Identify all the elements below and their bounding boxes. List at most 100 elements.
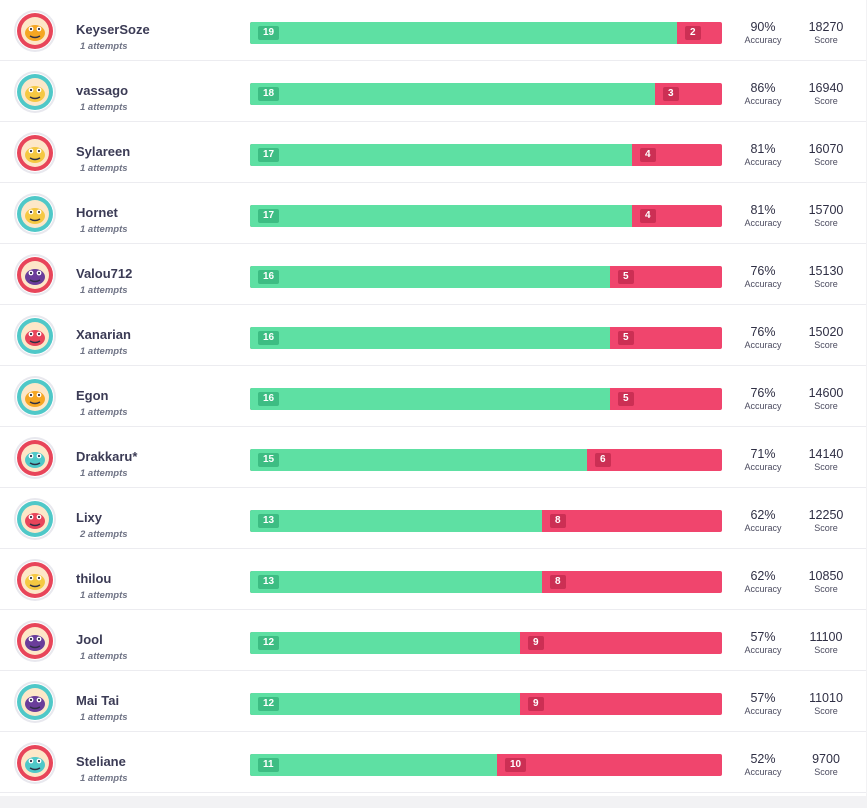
player-name: Lixy [76,510,103,525]
answer-bar: 16 5 [250,266,722,288]
correct-count-badge: 18 [258,87,280,101]
correct-answers-fill [250,22,677,44]
answer-bar: 16 5 [250,327,722,349]
sloth-avatar-icon [16,317,54,355]
leaderboard-row: Lixy 2 attempts 13 8 62% Accuracy 12250 Score [0,488,866,549]
correct-count-badge: 13 [258,575,280,589]
score-stat: 14140 Score [800,447,852,473]
score-stat: 14600 Score [800,386,852,412]
player-name: KeyserSoze [76,22,150,37]
wrong-count-badge: 9 [528,636,544,650]
correct-count-badge: 17 [258,209,280,223]
wrong-count-badge: 8 [550,514,566,528]
answer-bar: 13 8 [250,510,722,532]
player-name: Jool [76,632,103,647]
player-attempts: 1 attempts [80,407,128,418]
correct-count-badge: 16 [258,392,280,406]
score-value: 15700 [808,203,844,217]
accuracy-label: Accuracy [744,340,782,350]
correct-answers-fill [250,571,542,593]
correct-answers-fill [250,510,542,532]
score-label: Score [814,157,838,167]
accuracy-value: 76% [750,325,776,339]
leaderboard-row: thilou 1 attempts 13 8 62% Accuracy 10850 Score [0,549,866,610]
player-attempts: 1 attempts [80,224,128,235]
player-name: Mai Tai [76,693,120,708]
mustache-monster-avatar-icon [16,683,54,721]
leaderboard-row: vassago 1 attempts 18 3 86% Accuracy 16940 Scor… [0,61,866,122]
accuracy-label: Accuracy [744,462,782,472]
wrong-count-badge: 5 [618,331,634,345]
accuracy-value: 86% [750,81,776,95]
leaderboard-row: Valou712 1 attempts 16 5 76% Accuracy 15130 Sco… [0,244,866,305]
score-value: 16940 [808,81,844,95]
score-label: Score [814,523,838,533]
score-stat: 10850 Score [800,569,852,595]
accuracy-label: Accuracy [744,401,782,411]
correct-count-badge: 12 [258,636,280,650]
leaderboard-row: Mai Tai 1 attempts 12 9 57% Accuracy 11010 Scor… [0,671,866,732]
score-value: 10850 [808,569,844,583]
correct-count-badge: 15 [258,453,280,467]
accuracy-value: 52% [750,752,776,766]
accuracy-value: 62% [750,569,776,583]
score-value: 16070 [808,142,844,156]
score-label: Score [814,218,838,228]
player-name: Xanarian [76,327,131,342]
score-label: Score [814,706,838,716]
leaderboard-row: KeyserSoze 1 attempts 19 2 90% Accuracy 18270 S… [0,0,866,61]
accuracy-value: 76% [750,264,776,278]
accuracy-value: 81% [750,142,776,156]
score-label: Score [814,767,838,777]
wrong-count-badge: 3 [663,87,679,101]
correct-count-badge: 17 [258,148,280,162]
player-attempts: 1 attempts [80,285,128,296]
correct-answers-fill [250,632,520,654]
rainbow-avatar-icon [16,195,54,233]
player-attempts: 2 attempts [80,529,128,540]
accuracy-label: Accuracy [744,279,782,289]
accuracy-value: 62% [750,508,776,522]
score-stat: 9700 Score [800,752,852,778]
player-name: Sylareen [76,144,131,159]
accuracy-label: Accuracy [744,35,782,45]
accuracy-stat: 62% Accuracy [737,508,789,534]
score-value: 11010 [809,691,843,705]
accuracy-stat: 86% Accuracy [737,81,789,107]
leaderboard-row: Hornet 1 attempts 17 4 81% Accuracy 15700 Score [0,183,866,244]
accuracy-value: 71% [750,447,776,461]
player-attempts: 1 attempts [80,346,128,357]
score-stat: 16070 Score [800,142,852,168]
wrong-count-badge: 4 [640,209,656,223]
player-name: thilou [76,571,112,586]
sloth-avatar-icon [16,378,54,416]
score-value: 9700 [812,752,840,766]
accuracy-value: 57% [750,691,776,705]
score-label: Score [814,401,838,411]
accuracy-stat: 76% Accuracy [737,264,789,290]
correct-count-badge: 13 [258,514,280,528]
answer-bar: 17 4 [250,205,722,227]
wrong-count-badge: 6 [595,453,611,467]
score-label: Score [814,645,838,655]
answer-bar: 12 9 [250,632,722,654]
correct-answers-fill [250,205,632,227]
wrong-count-badge: 10 [505,758,527,772]
bird-avatar-icon [16,500,54,538]
player-name: Hornet [76,205,118,220]
accuracy-stat: 52% Accuracy [737,752,789,778]
score-value: 15020 [808,325,844,339]
dragon-avatar-icon [16,439,54,477]
score-label: Score [814,96,838,106]
answer-bar: 18 3 [250,83,722,105]
correct-count-badge: 19 [258,26,280,40]
leaderboard-row: Egon 1 attempts 16 5 76% Accuracy 14600 Score [0,366,866,427]
answer-bar: 11 10 [250,754,722,776]
correct-answers-fill [250,693,520,715]
player-attempts: 1 attempts [80,590,128,601]
score-value: 15130 [808,264,844,278]
score-label: Score [814,35,838,45]
correct-answers-fill [250,144,632,166]
accuracy-label: Accuracy [744,96,782,106]
correct-answers-fill [250,83,655,105]
